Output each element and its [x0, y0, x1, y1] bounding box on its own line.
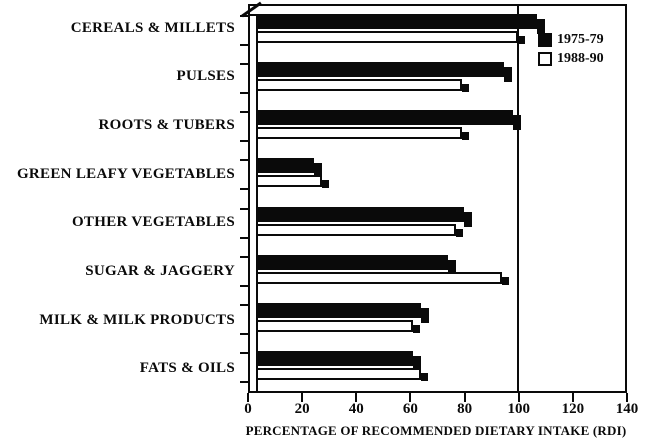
x-axis-tick-label-100: 100: [507, 401, 530, 417]
bars-area: [250, 6, 625, 391]
bar-1988-90-fats-oils: [250, 367, 429, 381]
x-axis-tick-label-60: 60: [402, 401, 418, 417]
axis-3d-wall: [250, 16, 258, 391]
category-label-green-leafy-vegetables: GREEN LEAFY VEGETABLES: [16, 165, 235, 182]
bar-1988-90-other-vegetables: [250, 223, 464, 237]
x-axis-tick-140: [626, 393, 628, 402]
bar-1988-90-roots-tubers: [250, 127, 469, 141]
x-axis-tick-label-120: 120: [561, 401, 585, 417]
bar-1988-90-sugar-jaggery: [250, 271, 509, 285]
bar-row-milk-milk-products: [250, 295, 625, 343]
bar-1988-90-cereals-millets: [250, 31, 525, 44]
bar-row-other-vegetables: [250, 199, 625, 247]
y-axis-tick: [240, 351, 248, 354]
bar-row-pulses: [250, 54, 625, 102]
x-axis-tick-60: [409, 393, 412, 402]
bar-row-roots-tubers: [250, 102, 625, 150]
legend-label-1975-79: 1975-79: [557, 32, 604, 47]
x-axis-tick-labels: 0 20 40 60 80 100 120 140: [244, 401, 638, 419]
bar-1988-90-milk-milk-products: [250, 319, 421, 333]
y-axis-tick: [240, 111, 248, 114]
y-axis-tick: [240, 92, 248, 95]
y-axis-tick: [240, 207, 248, 210]
bar-1975-79-roots-tubers: [250, 110, 520, 131]
y-axis-tick: [240, 255, 248, 258]
x-axis-title: PERCENTAGE OF RECOMMENDED DIETARY INTAKE…: [245, 423, 627, 438]
x-axis-tick-label-140: 140: [615, 401, 639, 417]
legend-item-1975-79: 1975-79: [538, 32, 604, 48]
x-axis-tick-80: [463, 393, 466, 402]
legend-item-1988-90: 1988-90: [538, 51, 604, 67]
bar-row-cereals-millets: [250, 6, 625, 54]
y-axis-tick: [240, 159, 248, 162]
x-axis-ticks: [247, 393, 628, 402]
plot-area: [240, 4, 627, 393]
category-label-other-vegetables: OTHER VEGETABLES: [71, 214, 235, 231]
legend-swatch-black-icon: [538, 33, 552, 47]
category-labels: CEREALS & MILLETS PULSES ROOTS & TUBERS GRE…: [0, 4, 242, 393]
legend: 1975-79 1988-90: [538, 32, 604, 67]
bar-1975-79-pulses: [250, 62, 513, 83]
legend-swatch-white-icon: [538, 52, 552, 66]
category-label-pulses: PULSES: [176, 68, 235, 85]
x-axis-tick-0: [247, 393, 249, 402]
y-axis-tick: [240, 188, 248, 191]
legend-label-1988-90: 1988-90: [557, 51, 604, 66]
x-axis-tick-label-0: 0: [244, 401, 252, 417]
x-axis-tick-40: [355, 393, 358, 402]
y-axis-tick: [240, 140, 248, 143]
x-axis-tick-label-80: 80: [457, 401, 473, 417]
y-axis-tick: [240, 303, 248, 306]
bar-1975-79-other-vegetables: [250, 206, 473, 227]
bar-1975-79-green-leafy-vegetables: [250, 158, 323, 179]
y-axis-tick: [240, 63, 248, 66]
y-axis-tick: [240, 380, 248, 383]
bar-row-sugar-jaggery: [250, 247, 625, 295]
y-axis-tick: [240, 284, 248, 287]
y-axis-tick: [240, 236, 248, 239]
gridline-100: [516, 6, 519, 391]
bar-1988-90-green-leafy-vegetables: [250, 175, 330, 189]
category-label-roots-tubers: ROOTS & TUBERS: [98, 117, 235, 134]
x-axis-tick-20: [301, 393, 304, 402]
bar-1975-79-cereals-millets: [250, 14, 545, 34]
x-axis-tick-100: [517, 393, 520, 402]
x-axis-tick-120: [571, 393, 574, 402]
category-label-cereals-millets: CEREALS & MILLETS: [70, 19, 235, 36]
category-label-sugar-jaggery: SUGAR & JAGGERY: [85, 262, 235, 279]
y-axis-tick: [240, 44, 248, 46]
bar-1975-79-sugar-jaggery: [250, 254, 457, 275]
bar-1975-79-milk-milk-products: [250, 302, 430, 323]
category-label-fats-oils: FATS & OILS: [139, 360, 235, 377]
category-label-milk-milk-products: MILK & MILK PRODUCTS: [39, 311, 235, 328]
bar-row-green-leafy-vegetables: [250, 150, 625, 198]
bar-1975-79-fats-oils: [250, 350, 422, 371]
bar-1988-90-pulses: [250, 79, 469, 93]
x-axis-tick-label-20: 20: [294, 401, 310, 417]
y-axis-tick: [240, 332, 248, 335]
bar-row-fats-oils: [250, 343, 625, 391]
x-axis-tick-label-40: 40: [348, 401, 364, 417]
